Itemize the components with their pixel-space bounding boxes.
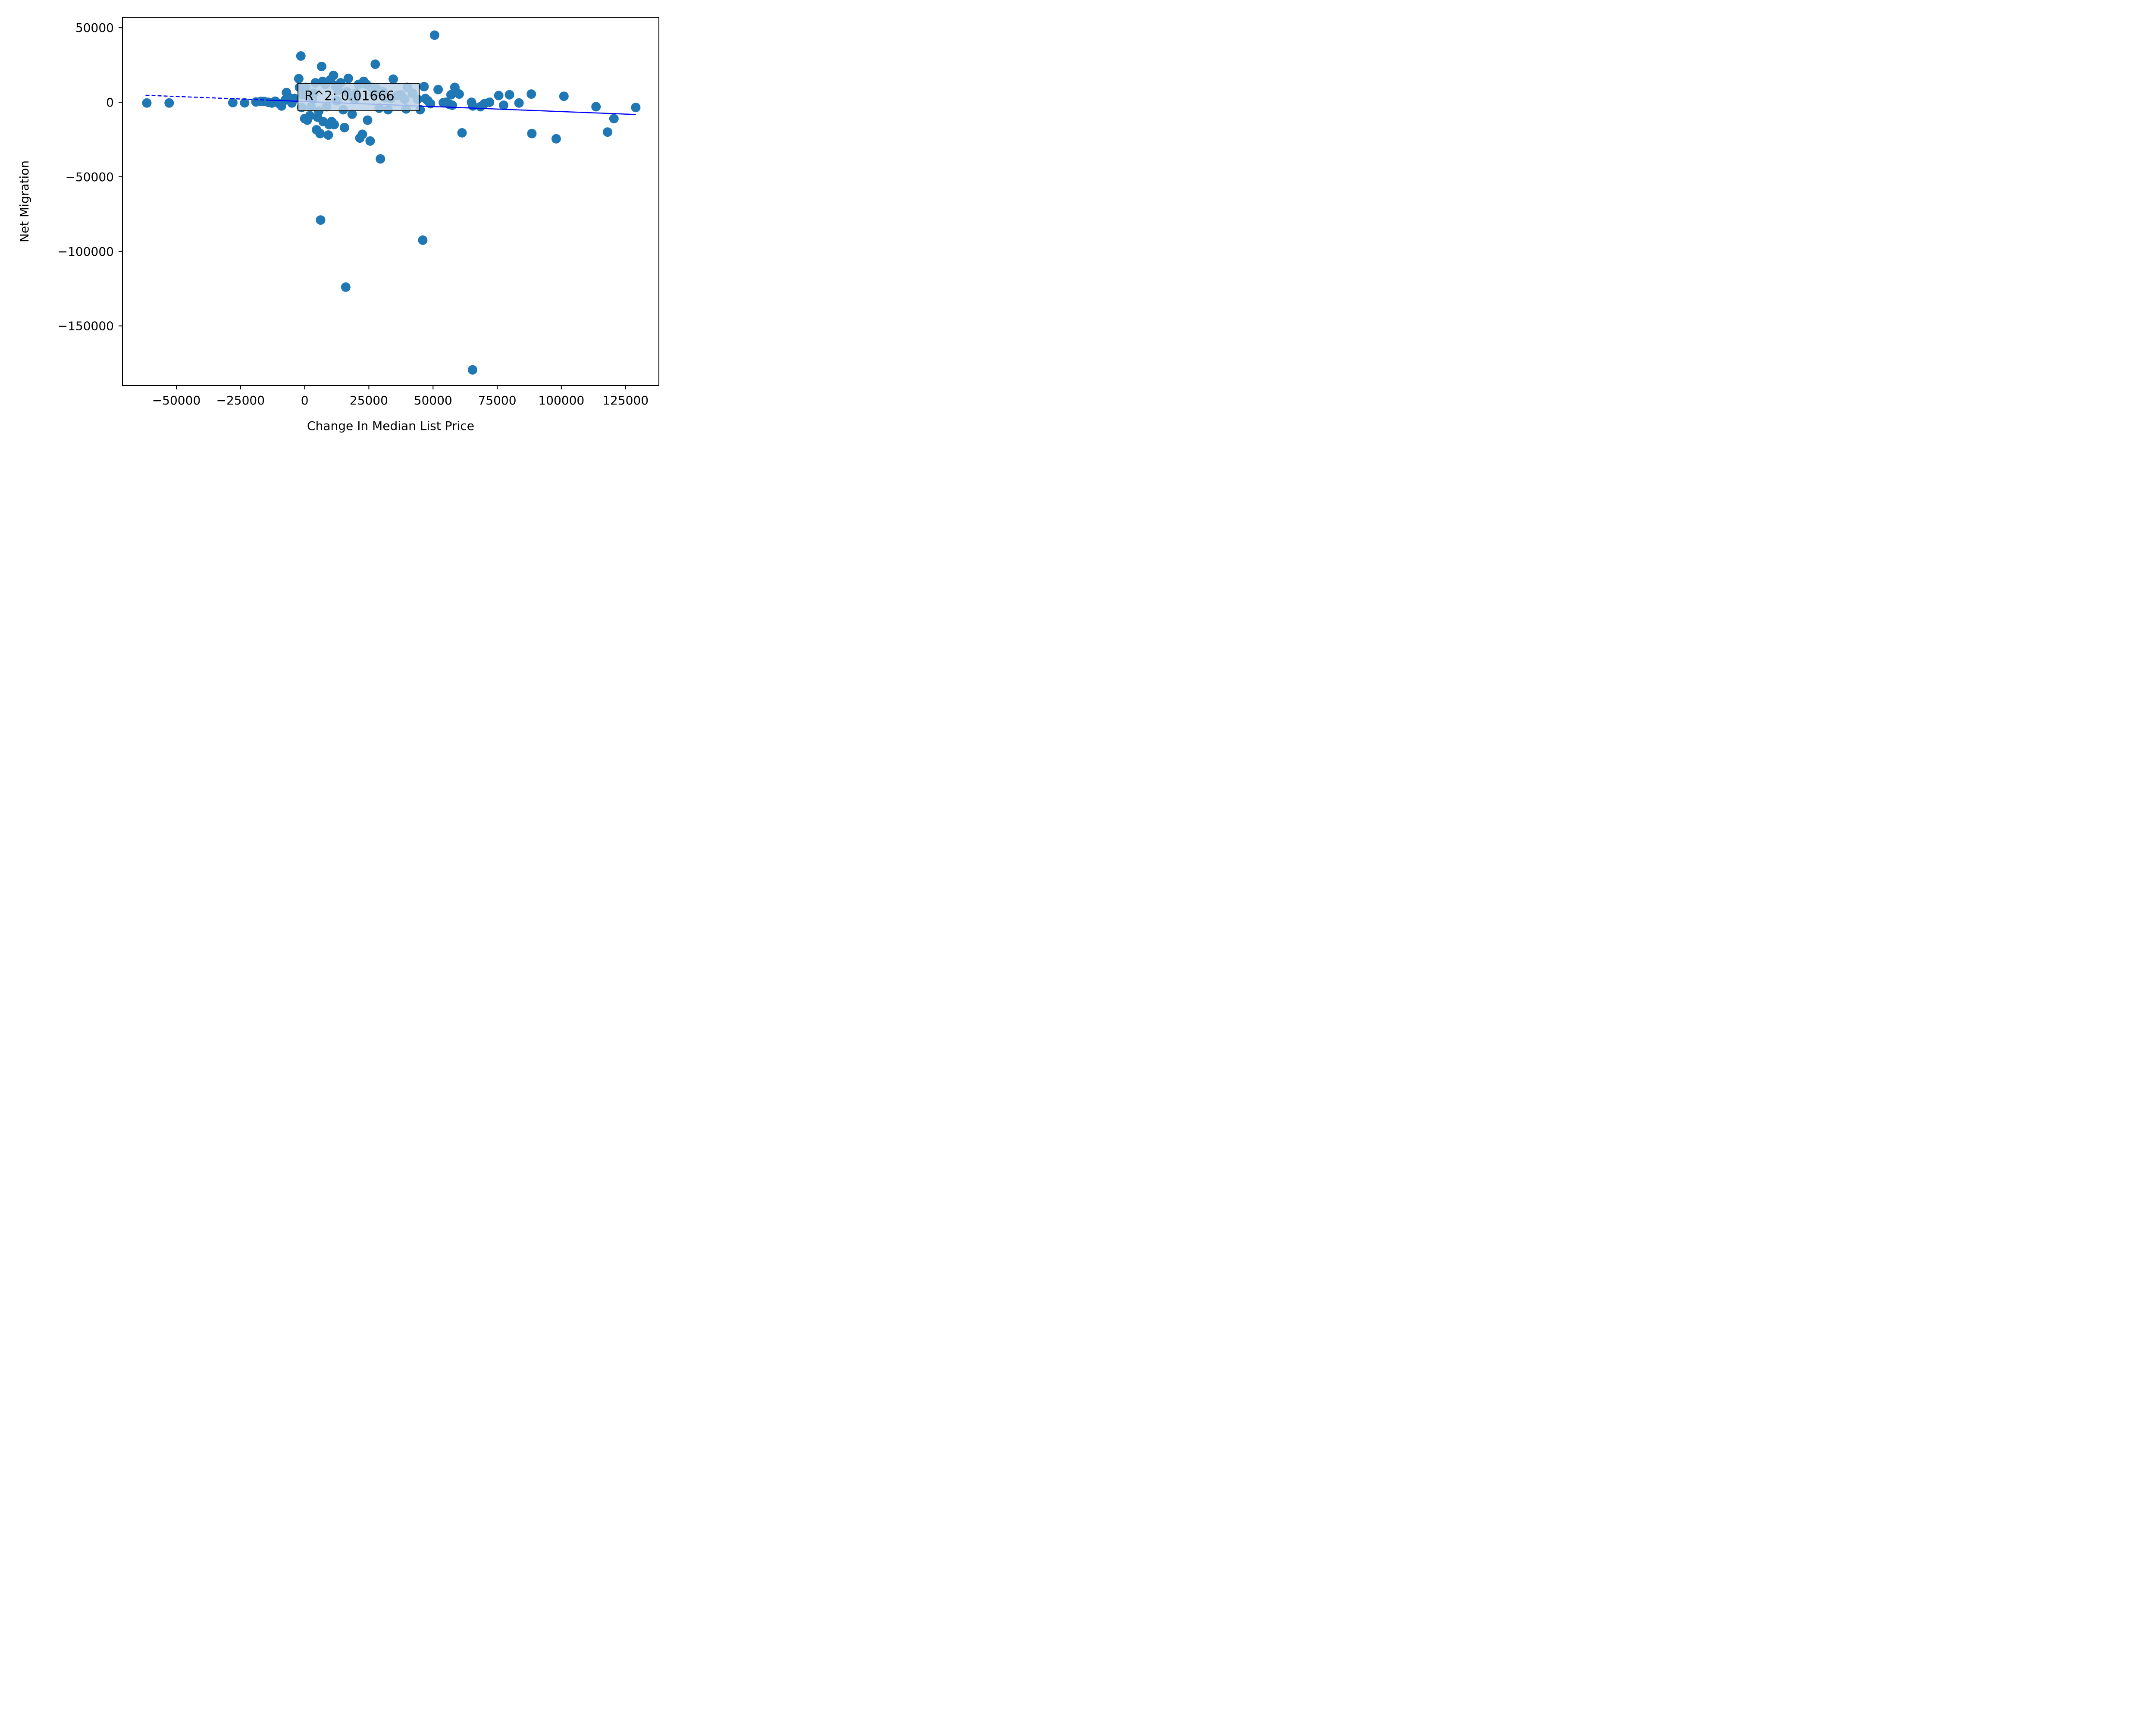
x-tick-label: 50000 bbox=[414, 393, 452, 408]
data-point bbox=[603, 127, 612, 137]
data-point bbox=[315, 129, 325, 138]
data-point bbox=[363, 115, 373, 125]
data-point bbox=[419, 82, 429, 91]
r-squared-label: R^2: 0.01666 bbox=[304, 89, 395, 104]
data-point bbox=[365, 136, 375, 146]
x-tick-label: 0 bbox=[301, 393, 309, 408]
data-point bbox=[591, 102, 601, 112]
data-point bbox=[316, 215, 326, 225]
data-point bbox=[498, 100, 508, 110]
data-point bbox=[429, 30, 439, 40]
y-tick-label: −150000 bbox=[58, 319, 114, 333]
data-point bbox=[296, 51, 306, 61]
data-point bbox=[454, 89, 464, 99]
data-point bbox=[329, 119, 339, 129]
data-point bbox=[317, 62, 326, 72]
x-tick-label: 25000 bbox=[350, 393, 388, 408]
data-point bbox=[418, 235, 428, 245]
y-axis-ticks: 50000 0 −50000 −100000 −150000 bbox=[58, 21, 122, 333]
data-point bbox=[329, 70, 338, 80]
trendline-dashed-segment bbox=[145, 94, 266, 101]
x-tick-label: −25000 bbox=[216, 393, 265, 408]
x-tick-label: 125000 bbox=[602, 393, 649, 408]
data-point bbox=[323, 130, 333, 140]
data-point bbox=[485, 97, 495, 107]
data-point bbox=[305, 111, 315, 121]
data-point bbox=[505, 90, 514, 100]
data-point bbox=[494, 91, 504, 100]
y-axis-title: Net Migration bbox=[17, 160, 31, 242]
x-tick-label: 75000 bbox=[478, 393, 516, 408]
y-tick-label: 0 bbox=[106, 95, 114, 110]
data-point bbox=[447, 100, 457, 110]
data-point bbox=[370, 59, 380, 69]
data-point bbox=[559, 91, 569, 101]
r-squared-annotation: R^2: 0.01666 bbox=[298, 83, 420, 111]
data-point bbox=[631, 103, 641, 113]
x-tick-label: −50000 bbox=[152, 393, 201, 408]
data-point bbox=[457, 128, 467, 138]
x-tick-label: 100000 bbox=[538, 393, 584, 408]
data-point bbox=[609, 114, 619, 124]
data-point bbox=[343, 73, 353, 83]
data-point bbox=[514, 98, 524, 108]
data-point bbox=[341, 282, 351, 292]
data-point bbox=[376, 154, 385, 164]
data-point bbox=[527, 129, 537, 138]
data-point bbox=[347, 109, 357, 119]
y-tick-label: −100000 bbox=[58, 245, 114, 259]
data-point bbox=[240, 98, 250, 108]
data-point bbox=[228, 98, 238, 108]
data-point bbox=[294, 74, 304, 84]
y-tick-label: 50000 bbox=[75, 21, 114, 35]
data-point bbox=[433, 85, 443, 94]
data-point bbox=[389, 74, 398, 84]
data-point bbox=[339, 122, 349, 132]
figure-background bbox=[0, 0, 674, 449]
plot-frame bbox=[122, 17, 659, 386]
data-point bbox=[467, 365, 477, 375]
scatter-chart: R^2: 0.01666 −50000 −25000 0 25000 50000 7500… bbox=[0, 0, 674, 449]
data-point bbox=[526, 89, 536, 99]
r-squared-box bbox=[298, 83, 420, 111]
data-point bbox=[142, 98, 152, 108]
x-axis-ticks: −50000 −25000 0 25000 50000 75000 100000 125000 bbox=[152, 386, 649, 408]
y-tick-label: −50000 bbox=[65, 170, 114, 184]
data-point bbox=[164, 98, 174, 108]
x-axis-title: Change In Median List Price bbox=[307, 419, 474, 433]
data-point bbox=[551, 134, 561, 144]
data-point bbox=[357, 129, 367, 139]
